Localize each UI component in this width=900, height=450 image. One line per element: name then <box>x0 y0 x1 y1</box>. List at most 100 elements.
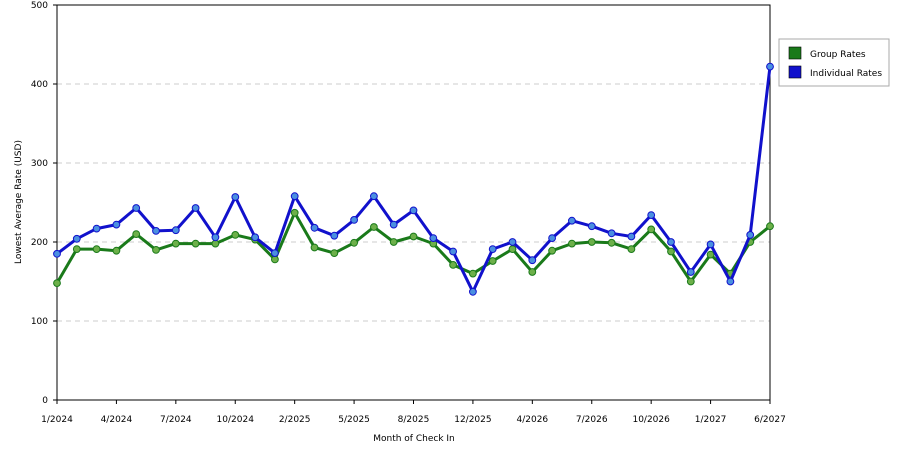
data-point-individual-rates <box>568 216 576 225</box>
legend-swatch-group-rates <box>788 46 802 60</box>
series-layer <box>53 62 774 296</box>
x-tick-label: 4/2026 <box>516 415 548 425</box>
data-point-group-rates <box>72 245 81 254</box>
x-axis: 1/2024 4/2024 7/2024 10/2024 2/2025 5/2025 8/2… <box>41 400 786 425</box>
data-point-group-rates <box>686 277 695 286</box>
data-point-group-rates <box>271 255 279 264</box>
x-tick-label: 4/2024 <box>101 415 133 425</box>
x-tick-label: 5/2025 <box>338 415 370 425</box>
data-point-individual-rates <box>171 226 180 235</box>
data-point-group-rates <box>587 238 596 246</box>
data-point-group-rates <box>53 279 61 288</box>
data-point-group-rates <box>449 261 458 269</box>
data-point-group-rates <box>766 222 774 231</box>
data-point-individual-rates <box>251 233 260 242</box>
data-point-group-rates <box>488 257 497 265</box>
y-tick-label: 200 <box>31 238 48 248</box>
data-point-individual-rates <box>271 249 279 258</box>
x-tick-label: 7/2026 <box>576 415 608 425</box>
data-point-individual-rates <box>231 193 240 201</box>
data-point-group-rates <box>607 238 616 247</box>
x-tick-label: 7/2024 <box>160 415 192 425</box>
x-tick-label: 10/2026 <box>632 415 670 425</box>
x-tick-label: 2/2025 <box>279 415 311 425</box>
data-point-individual-rates <box>132 204 141 212</box>
data-point-group-rates <box>667 247 675 256</box>
data-point-individual-rates <box>112 220 121 229</box>
legend: Group Rates Individual Rates <box>778 38 890 87</box>
data-point-group-rates <box>350 238 359 247</box>
data-point-group-rates <box>211 239 220 248</box>
data-point-group-rates <box>330 249 339 258</box>
data-point-individual-rates <box>706 240 715 249</box>
x-axis-title: Month of Check In <box>373 434 455 444</box>
data-point-individual-rates <box>647 211 656 220</box>
series-individual-rates <box>53 62 774 296</box>
data-point-individual-rates <box>152 227 160 235</box>
data-point-group-rates <box>231 231 240 239</box>
data-point-group-rates <box>568 239 576 248</box>
data-point-group-rates <box>647 225 656 234</box>
data-point-individual-rates <box>191 204 200 212</box>
data-point-individual-rates <box>330 231 339 240</box>
data-point-individual-rates <box>72 234 81 243</box>
data-point-individual-rates <box>449 247 458 256</box>
data-point-group-rates <box>132 230 141 239</box>
x-tick-label: 8/2025 <box>398 415 430 425</box>
data-point-individual-rates <box>766 62 774 71</box>
series-line-group-rates <box>55 211 772 285</box>
data-point-individual-rates <box>746 231 755 239</box>
legend-swatch-individual-rates <box>788 65 802 79</box>
x-tick-label: 10/2024 <box>217 415 255 425</box>
data-point-individual-rates <box>607 229 616 238</box>
data-point-individual-rates <box>350 216 359 224</box>
data-point-individual-rates <box>310 223 319 232</box>
data-point-group-rates <box>389 238 398 246</box>
y-tick-label: 100 <box>31 317 48 327</box>
data-point-individual-rates <box>211 233 220 242</box>
plot-area <box>56 4 771 401</box>
x-tick-label: 1/2027 <box>695 415 727 425</box>
data-point-individual-rates <box>508 238 517 246</box>
data-point-individual-rates <box>686 268 695 276</box>
y-axis-title: Lowest Average Rate (USD) <box>14 140 24 264</box>
data-point-group-rates <box>528 268 537 276</box>
data-point-group-rates <box>171 239 180 248</box>
y-tick-label: 300 <box>31 159 48 169</box>
data-point-individual-rates <box>370 192 378 201</box>
data-point-individual-rates <box>488 245 497 254</box>
data-point-group-rates <box>370 223 378 231</box>
data-point-group-rates <box>152 246 160 254</box>
data-point-group-rates <box>92 245 101 254</box>
data-point-group-rates <box>469 269 477 278</box>
x-tick-label: 12/2025 <box>454 415 491 425</box>
data-point-individual-rates <box>92 224 101 233</box>
data-point-individual-rates <box>627 232 636 241</box>
data-point-group-rates <box>508 245 517 254</box>
data-point-individual-rates <box>528 256 537 265</box>
data-point-individual-rates <box>726 277 735 286</box>
data-point-individual-rates <box>409 206 418 215</box>
data-point-individual-rates <box>429 234 438 243</box>
x-tick-label: 1/2024 <box>41 415 73 425</box>
data-point-individual-rates <box>548 234 556 243</box>
y-tick-label: 400 <box>31 80 48 90</box>
data-point-group-rates <box>409 232 418 241</box>
x-tick-label: 6/2027 <box>754 415 786 425</box>
data-point-individual-rates <box>667 238 675 246</box>
data-point-group-rates <box>548 246 556 255</box>
data-point-individual-rates <box>587 222 596 231</box>
data-point-individual-rates <box>53 249 61 258</box>
legend-label-individual-rates: Individual Rates <box>810 69 882 79</box>
data-point-individual-rates <box>290 192 299 201</box>
y-tick-label: 500 <box>31 1 48 11</box>
series-line-individual-rates <box>55 65 772 294</box>
data-point-group-rates <box>191 239 200 248</box>
data-point-individual-rates <box>389 220 398 229</box>
data-point-individual-rates <box>469 287 477 296</box>
data-point-group-rates <box>627 245 636 254</box>
y-axis: 0 100 200 300 400 500 <box>31 1 57 406</box>
y-tick-label: 0 <box>42 396 48 406</box>
data-point-group-rates <box>112 246 121 255</box>
